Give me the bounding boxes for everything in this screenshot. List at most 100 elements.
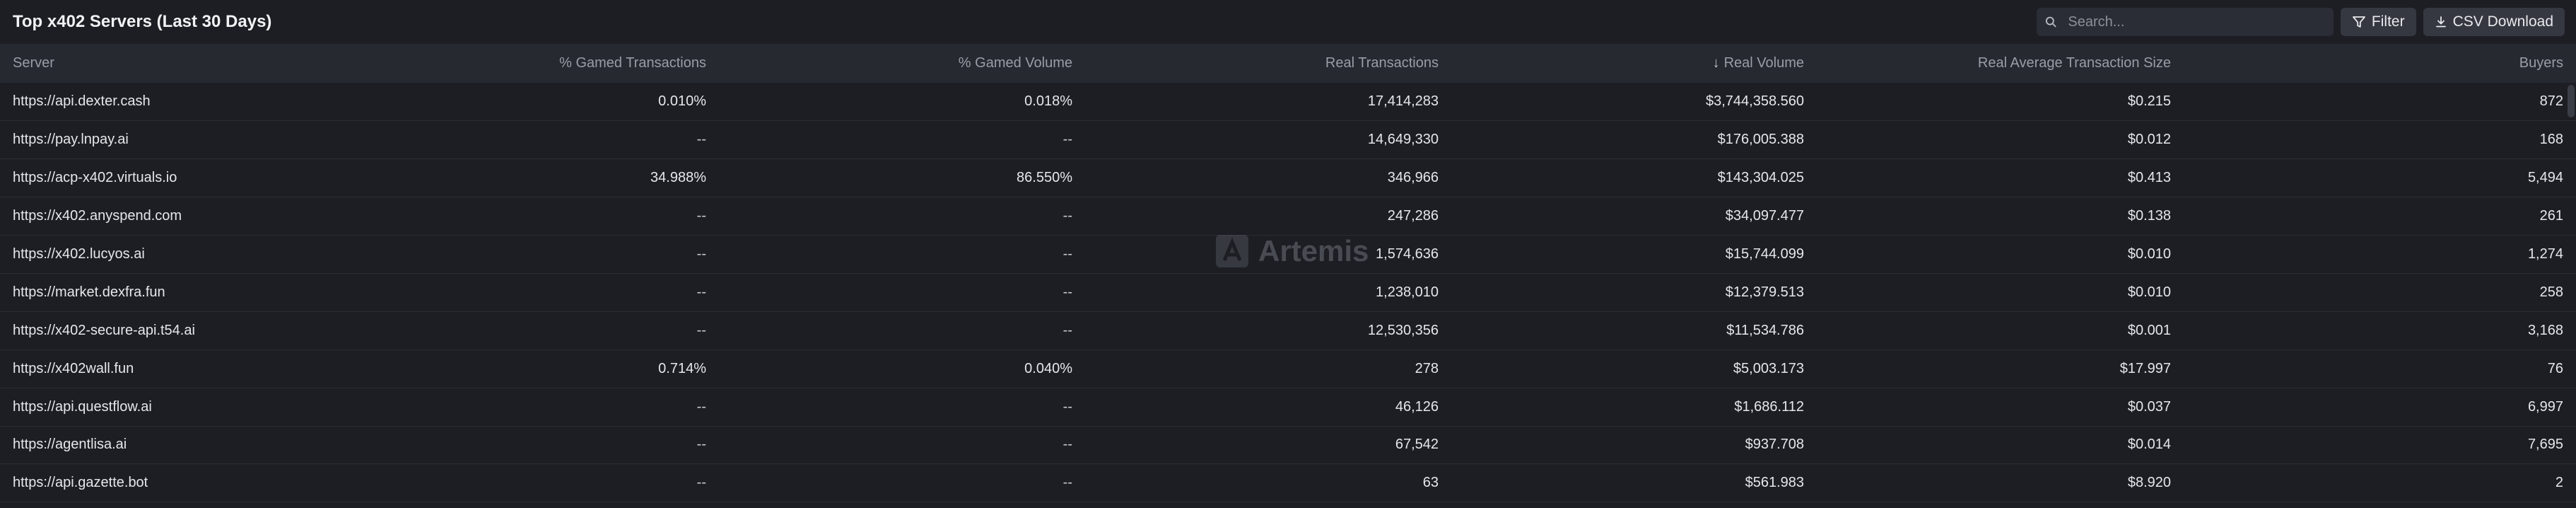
cell-server-url: https://x402-secure-api.t54.ai [13,322,195,338]
cell-real-avg-transaction-size: $17.997 [2119,360,2171,376]
cell-real-transactions: 14,649,330 [1367,132,1439,148]
column-header-real-volume[interactable]: ↓ Real Volume [1451,44,1817,83]
table-row[interactable]: https://x402wall.fun 0.714% 0.040% 278 $5,00… [0,350,2576,388]
sort-descending-icon: ↓ [1712,55,1720,71]
toolbar: Filter CSV Download [2036,8,2565,36]
cell-gamed-transactions: -- [696,208,706,224]
cell-real-transactions: 63 [1422,475,1439,491]
cell-gamed-transactions: -- [696,132,706,148]
cell-server-url: https://x402wall.fun [13,360,134,376]
cell-real-transactions: 46,126 [1395,398,1439,415]
table-row[interactable]: https://agentlisa.ai -- -- 67,542 $937.708 $0… [0,426,2576,464]
table-body: https://api.dexter.cash 0.010% 0.018% 17,41… [0,83,2576,502]
column-header-gamed-transactions[interactable]: % Gamed Transactions [559,55,706,71]
cell-gamed-transactions: 34.988% [650,170,706,186]
cell-real-transactions: 278 [1415,360,1439,376]
cell-buyers: 872 [2539,93,2563,110]
cell-gamed-transactions: -- [696,284,706,300]
cell-real-volume: $11,534.786 [1726,322,1804,338]
column-header-gamed-volume[interactable]: % Gamed Volume [958,55,1072,71]
column-header-real-volume-label: Real Volume [1723,55,1804,71]
cell-buyers: 76 [2547,360,2563,376]
page-title: Top x402 Servers (Last 30 Days) [13,12,272,31]
table-scrollbar[interactable] [2568,85,2575,117]
cell-real-transactions: 1,238,010 [1376,284,1439,300]
filter-icon [2353,16,2365,28]
cell-gamed-volume: -- [1062,246,1072,262]
cell-real-avg-transaction-size: $0.413 [2127,170,2171,186]
csv-download-label: CSV Download [2452,13,2553,30]
cell-gamed-transactions: 0.010% [658,93,706,110]
table-row[interactable]: https://acp-x402.virtuals.io 34.988% 86.55… [0,159,2576,197]
cell-real-volume: $5,003.173 [1733,360,1804,376]
cell-gamed-volume: -- [1062,322,1072,338]
cell-real-avg-transaction-size: $0.010 [2127,246,2171,262]
filter-button[interactable]: Filter [2340,8,2416,36]
csv-download-button[interactable]: CSV Download [2423,8,2565,36]
cell-real-transactions: 346,966 [1387,170,1439,186]
column-header-buyers[interactable]: Buyers [2519,55,2563,71]
cell-gamed-volume: -- [1062,475,1072,491]
cell-buyers: 2 [2555,475,2563,491]
cell-server-url: https://acp-x402.virtuals.io [13,170,177,186]
cell-real-volume: $3,744,358.560 [1705,93,1804,110]
cell-gamed-transactions: -- [696,322,706,338]
table-row[interactable]: https://api.dexter.cash 0.010% 0.018% 17,41… [0,83,2576,121]
column-header-real-transactions[interactable]: Real Transactions [1325,55,1439,71]
cell-real-volume: $143,304.025 [1717,170,1804,186]
servers-table: Server % Gamed Transactions % Gamed Volu… [0,44,2576,502]
cell-gamed-volume: 86.550% [1017,170,1072,186]
cell-gamed-transactions: -- [696,437,706,453]
table-row[interactable]: https://x402.lucyos.ai -- -- 1,574,636 $15,7… [0,236,2576,274]
cell-real-volume: $1,686.112 [1734,398,1804,415]
cell-real-volume: $34,097.477 [1725,208,1804,224]
cell-server-url: https://market.dexfra.fun [13,284,165,300]
cell-real-avg-transaction-size: $0.138 [2127,208,2171,224]
cell-server-url: https://api.dexter.cash [13,93,151,110]
table-row[interactable]: https://market.dexfra.fun -- -- 1,238,010 $1… [0,273,2576,312]
cell-gamed-volume: -- [1062,398,1072,415]
table-row[interactable]: https://pay.lnpay.ai -- -- 14,649,330 $176,0… [0,121,2576,159]
cell-gamed-transactions: -- [696,398,706,415]
cell-buyers: 5,494 [2527,170,2563,186]
cell-buyers: 1,274 [2527,246,2563,262]
search-icon [2045,16,2056,28]
cell-real-avg-transaction-size: $0.037 [2127,398,2171,415]
filter-label: Filter [2371,13,2405,30]
cell-gamed-transactions: -- [696,475,706,491]
cell-gamed-volume: -- [1062,284,1072,300]
cell-real-avg-transaction-size: $0.010 [2127,284,2171,300]
cell-gamed-transactions: -- [696,246,706,262]
search-box[interactable] [2036,8,2334,36]
search-input[interactable] [2066,13,2325,31]
column-header-server[interactable]: Server [13,55,54,71]
cell-real-avg-transaction-size: $0.014 [2127,437,2171,453]
cell-real-transactions: 1,574,636 [1376,246,1439,262]
table-row[interactable]: https://api.gazette.bot -- -- 63 $561.983 $8.… [0,464,2576,502]
cell-gamed-volume: -- [1062,437,1072,453]
table-row[interactable]: https://api.questflow.ai -- -- 46,126 $1,686… [0,388,2576,427]
table-row[interactable]: https://x402.anyspend.com -- -- 247,286 $34,… [0,197,2576,236]
cell-real-avg-transaction-size: $0.215 [2127,93,2171,110]
cell-real-avg-transaction-size: $0.001 [2127,322,2171,338]
cell-buyers: 168 [2539,132,2563,148]
column-header-real-avg-transaction-size[interactable]: Real Average Transaction Size [1977,55,2171,71]
table-row[interactable]: https://x402-secure-api.t54.ai -- -- 12,530… [0,311,2576,350]
cell-server-url: https://x402.lucyos.ai [13,246,145,262]
cell-gamed-volume: -- [1062,208,1072,224]
cell-real-volume: $176,005.388 [1717,132,1804,148]
cell-buyers: 3,168 [2527,322,2563,338]
cell-server-url: https://agentlisa.ai [13,437,127,453]
cell-gamed-volume: -- [1062,132,1072,148]
cell-real-transactions: 67,542 [1395,437,1439,453]
cell-real-transactions: 17,414,283 [1367,93,1439,110]
cell-buyers: 261 [2539,208,2563,224]
cell-gamed-transactions: 0.714% [658,360,706,376]
cell-buyers: 6,997 [2527,398,2563,415]
cell-server-url: https://api.gazette.bot [13,475,148,491]
table-header-row: Server % Gamed Transactions % Gamed Volu… [0,44,2576,83]
cell-real-volume: $561.983 [1745,475,1804,491]
cell-real-volume: $12,379.513 [1725,284,1804,300]
page-header: Top x402 Servers (Last 30 Days) Filter C… [0,0,2576,44]
cell-real-volume: $15,744.099 [1725,246,1804,262]
